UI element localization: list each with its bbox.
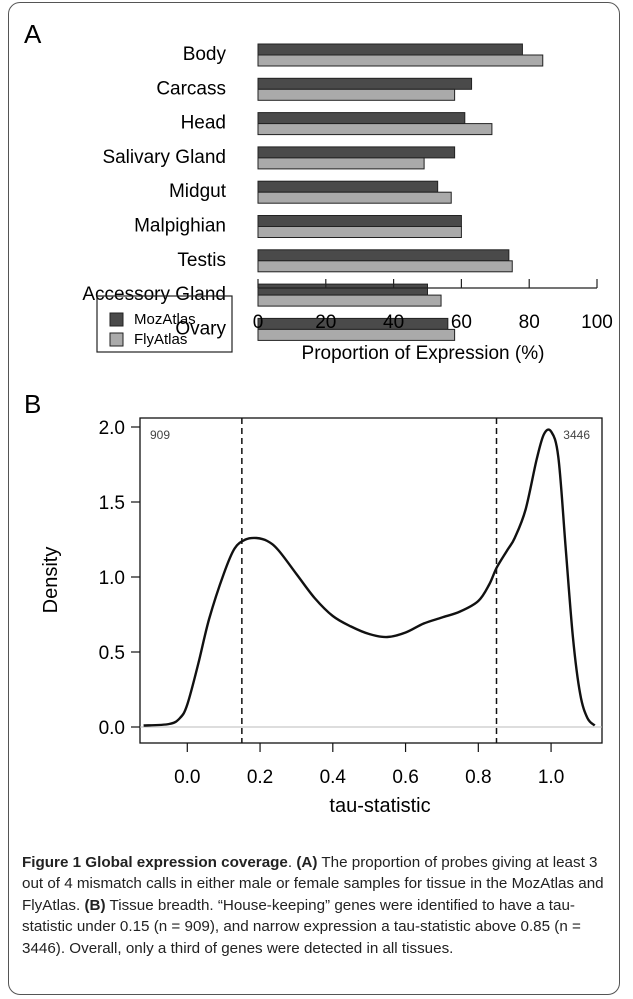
y-tick-label-b: 0.5 [99, 643, 125, 664]
bar-mozatlas-head [257, 112, 466, 125]
category-label: Midgut [169, 181, 227, 202]
x-tick-label-a: 0 [253, 312, 264, 333]
bar-flyatlas-salivary-gland [257, 157, 425, 170]
bar-flyatlas-malpighian [257, 226, 462, 238]
y-tick-label-b: 2.0 [99, 418, 125, 439]
bar-flyatlas-ovary [257, 328, 456, 341]
bar-flyatlas-testis [257, 260, 513, 273]
caption-separator: . [287, 854, 297, 871]
figure-frame [8, 2, 620, 995]
bar-flyatlas-midgut [257, 191, 452, 204]
category-label: Salivary Gland [102, 147, 226, 168]
y-tick-label-b: 1.5 [99, 493, 125, 514]
bar-chart-panel-a: A Body Carcass Head Salivary Gland Midgut Mal… [24, 19, 613, 364]
bar-flyatlas-body [257, 54, 544, 67]
bar-mozatlas-malpighian [257, 215, 462, 227]
bar-flyatlas-head [257, 123, 493, 136]
legend-box [96, 295, 233, 353]
bar-flyatlas-carcass [257, 88, 456, 101]
x-tick-label-a: 100 [581, 312, 613, 333]
panel-label-a: A [24, 19, 42, 49]
x-tick-label-a: 60 [451, 312, 472, 333]
category-label: Accessory Gland [82, 284, 226, 305]
caption-a-text: The proportion of probes giving at least… [22, 854, 604, 914]
legend-swatch-flyatlas [109, 332, 124, 347]
annotation-3446: 3446 [563, 428, 590, 442]
bar-mozatlas-body [257, 43, 523, 56]
legend-label-flyatlas: FlyAtlas [134, 331, 187, 348]
bar-flyatlas-accessory-gland [257, 294, 442, 307]
density-curve [143, 428, 596, 727]
category-label: Head [181, 113, 226, 134]
bar-mozatlas-midgut [257, 180, 439, 193]
x-tick-label-b: 0.8 [465, 767, 491, 788]
x-axis-title-a: Proportion of Expression (%) [302, 343, 545, 364]
y-axis-title-b: Density [40, 547, 62, 614]
legend-swatch-mozatlas [109, 312, 124, 327]
x-axis-title-b: tau-statistic [329, 795, 430, 817]
x-tick-label-a: 80 [519, 312, 540, 333]
bar-mozatlas-salivary-gland [257, 146, 456, 159]
panel-label-b: B [24, 389, 41, 419]
x-tick-label-a: 20 [315, 312, 336, 333]
figure-caption: Figure 1 Global expression coverage. (A)… [22, 852, 608, 959]
category-label: Testis [177, 250, 226, 271]
plot-box [139, 417, 603, 744]
x-tick-label-b: 0.2 [247, 767, 273, 788]
category-label: Ovary [175, 318, 226, 339]
category-label: Body [183, 44, 227, 65]
x-tick-label-b: 0.0 [174, 767, 200, 788]
caption-figure-label: Figure 1 Global expression coverage [22, 854, 288, 871]
caption-b-text: Tissue breadth. “House-keeping” genes we… [22, 896, 581, 957]
x-tick-label-a: 40 [383, 312, 404, 333]
x-tick-label-b: 0.6 [392, 767, 418, 788]
legend-label-mozatlas: MozAtlas [134, 311, 196, 328]
x-tick-label-b: 1.0 [538, 767, 564, 788]
legend: MozAtlas FlyAtlas [96, 295, 233, 353]
y-tick-label-b: 0.0 [99, 718, 125, 739]
x-tick-label-b: 0.4 [320, 767, 347, 788]
annotation-909: 909 [150, 428, 170, 442]
y-tick-label-b: 1.0 [99, 568, 125, 589]
bar-mozatlas-ovary [257, 317, 449, 330]
bar-mozatlas-testis [257, 249, 510, 262]
caption-a-tag: (A) [296, 854, 318, 871]
density-chart-panel-b: B 0.00.51.01.52.00.0 0.2 0.4 0.6 0.8 1.0 909 … [24, 389, 603, 817]
category-label: Carcass [156, 78, 226, 99]
category-label: Malpighian [134, 216, 226, 237]
bar-mozatlas-accessory-gland [257, 283, 428, 296]
caption-b-tag: (B) [84, 896, 106, 914]
bar-mozatlas-carcass [257, 77, 473, 90]
